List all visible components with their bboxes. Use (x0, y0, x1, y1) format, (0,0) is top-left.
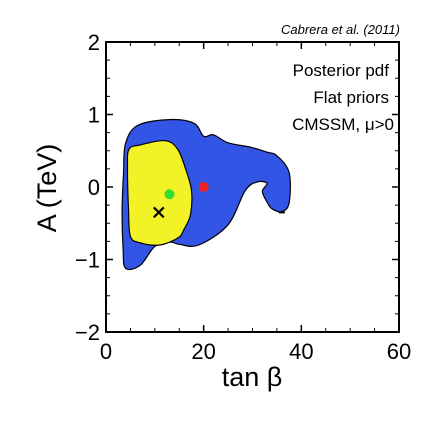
x-tick-label: 60 (387, 339, 411, 364)
legend-line-1: Posterior pdf (293, 61, 390, 80)
markers-layer (152, 182, 285, 219)
green-dot (164, 189, 175, 200)
y-tick-label: −1 (75, 248, 100, 273)
y-tick-label: 0 (88, 175, 100, 200)
x-tick-label: 40 (289, 339, 313, 364)
y-tick-label: 2 (88, 30, 100, 55)
black-cross (152, 206, 165, 219)
legend-line-2: Flat priors (313, 88, 389, 107)
y-tick-label: 1 (88, 103, 100, 128)
x-tick-label: 20 (191, 339, 215, 364)
legend-line-3: CMSSM, μ>0 (292, 115, 394, 134)
y-axis-label: A (TeV) (32, 144, 62, 233)
y-tick-label: −2 (75, 320, 100, 345)
ticks-layer: 0 20 40 60 −2 −1 0 1 2 (75, 30, 411, 364)
x-tick-label: 0 (100, 339, 112, 364)
regions-layer (121, 118, 291, 271)
credit-text: Cabrera et al. (2011) (281, 22, 400, 37)
inner-region (126, 139, 193, 246)
red-dot (198, 182, 209, 192)
x-axis-label: tan β (222, 362, 283, 392)
